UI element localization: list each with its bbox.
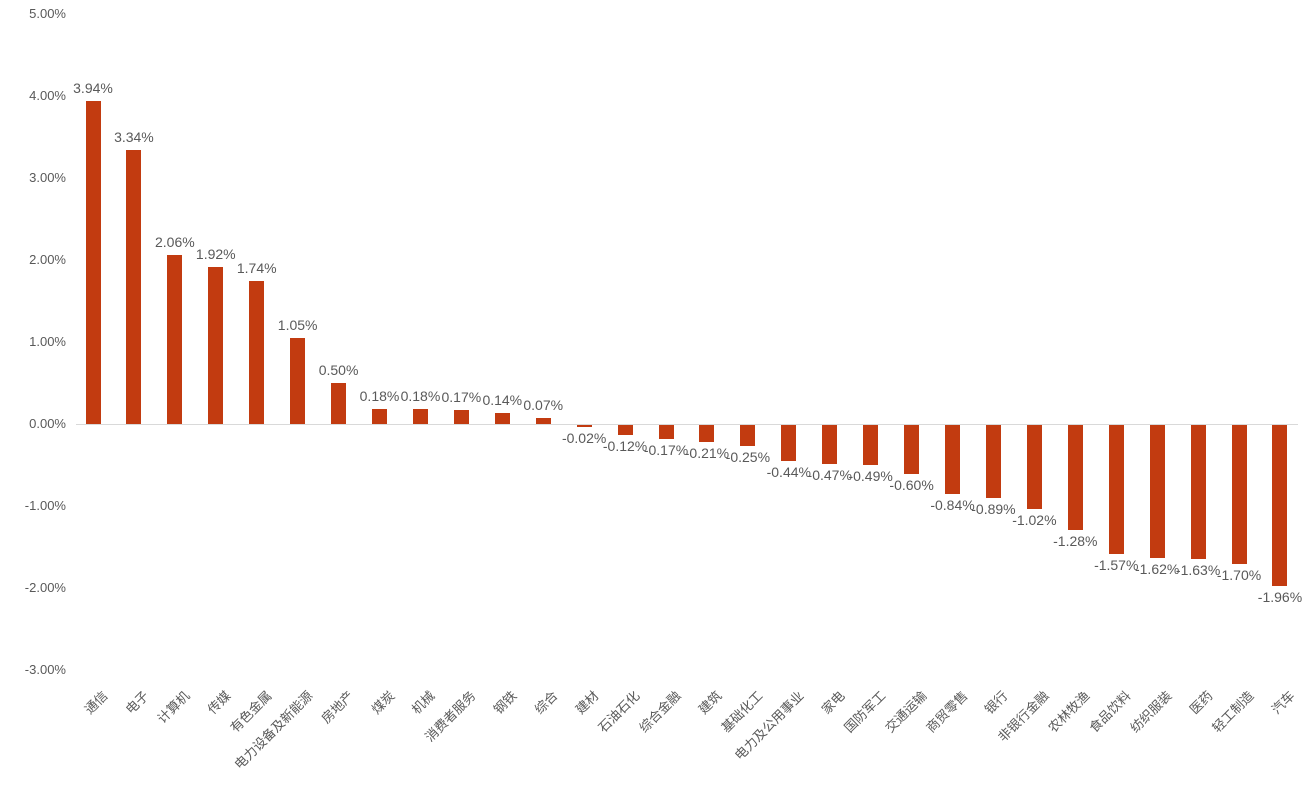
bar [453, 410, 469, 424]
bar [945, 425, 961, 494]
bar [658, 425, 674, 439]
bar [126, 150, 142, 424]
bar-value-label: -1.57% [1094, 556, 1139, 573]
y-tick-label: 0.00% [29, 416, 66, 431]
bar-value-label: -1.02% [1012, 511, 1057, 528]
bar-value-label: 1.92% [195, 245, 236, 262]
bar [1149, 425, 1165, 558]
y-tick-label: -3.00% [24, 662, 66, 677]
bar-value-label: 1.74% [236, 260, 277, 277]
bar-value-label: 2.06% [155, 234, 195, 251]
bar-value-label: 0.17% [441, 389, 482, 406]
bar [167, 255, 183, 424]
bar [1108, 425, 1124, 554]
bar-value-label: -0.25% [725, 448, 771, 465]
bar [904, 425, 920, 475]
bar [822, 425, 838, 464]
bar [85, 100, 101, 424]
bar-value-label: -1.62% [1134, 560, 1180, 577]
bar [1190, 425, 1206, 559]
bar-value-label: -1.28% [1053, 532, 1098, 549]
bar [208, 266, 224, 424]
bar [863, 425, 879, 466]
bar [494, 412, 510, 424]
bar-value-label: -0.02% [561, 429, 607, 446]
bar [372, 409, 387, 424]
bar-value-label: 0.14% [482, 391, 523, 408]
bar-value-label: 0.50% [318, 362, 359, 378]
bar [781, 425, 797, 462]
y-tick-label: 3.00% [29, 170, 66, 185]
bar [1272, 425, 1288, 586]
bar [985, 425, 1001, 498]
bar [331, 383, 347, 424]
y-tick-label: -1.00% [24, 498, 66, 513]
bar [249, 281, 265, 424]
bar-value-label: 0.18% [400, 388, 441, 405]
y-tick-label: 1.00% [29, 334, 66, 349]
bar-value-label: -0.89% [971, 500, 1016, 517]
bar [1067, 425, 1083, 530]
bar [1231, 425, 1247, 565]
bar-value-label: 1.05% [277, 316, 318, 333]
bar-value-label: -0.44% [766, 464, 811, 481]
bar [576, 425, 592, 427]
bar-value-label: -1.70% [1216, 567, 1262, 584]
y-tick-label: -2.00% [24, 580, 66, 595]
bar-value-label: -1.96% [1257, 588, 1303, 605]
y-tick-label: 4.00% [29, 88, 66, 103]
y-tick-label: 2.00% [29, 252, 66, 267]
bar-value-label: 0.18% [359, 388, 400, 405]
zero-axis-line [76, 424, 1298, 425]
bar-value-label: 3.34% [114, 129, 154, 146]
bar-value-label: -0.60% [889, 477, 934, 494]
bar [535, 418, 551, 424]
bar-value-label: -0.47% [807, 466, 852, 483]
bar [290, 337, 306, 424]
bar-value-label: -0.12% [602, 437, 648, 454]
bar [617, 425, 633, 435]
bar [740, 425, 756, 446]
bar-value-label: -1.63% [1175, 561, 1221, 578]
bar-value-label: -0.84% [930, 496, 975, 513]
y-tick-label: 5.00% [29, 6, 66, 21]
bar [1026, 425, 1042, 509]
bar-value-label: -0.17% [643, 441, 689, 458]
bar [699, 425, 715, 443]
bar-value-label: -0.49% [848, 468, 893, 485]
bar-value-label: 3.94% [73, 79, 113, 96]
bar-value-label: -0.21% [684, 445, 730, 462]
bar-value-label: 0.07% [523, 397, 564, 414]
bar [412, 409, 428, 424]
